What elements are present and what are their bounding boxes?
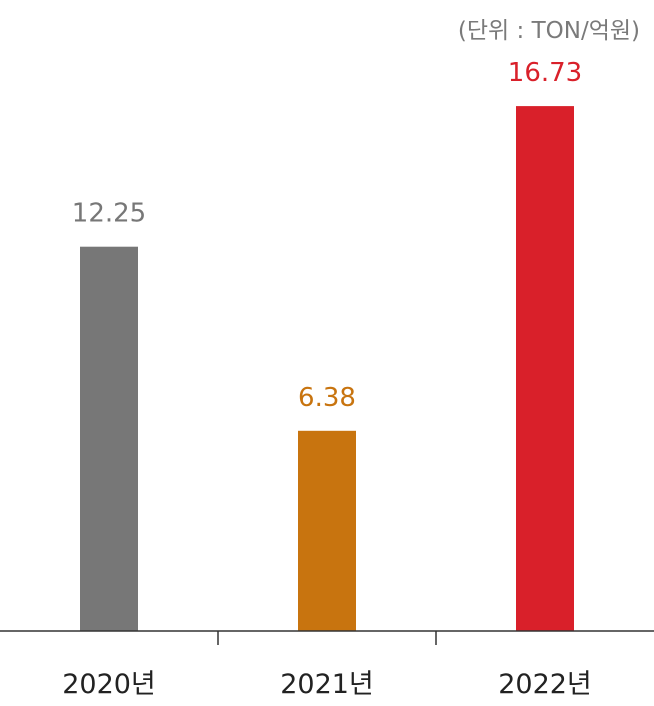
bar-1 bbox=[80, 246, 138, 631]
unit-note: (단위 : TON/억원) bbox=[458, 18, 640, 44]
x-tick-label-2: 2021년 bbox=[280, 669, 374, 700]
bar-3 bbox=[516, 106, 574, 632]
x-axis: 2020년 2021년 2022년 bbox=[0, 630, 654, 700]
data-label-3: 16.73 bbox=[508, 58, 582, 88]
bar-2 bbox=[298, 430, 356, 631]
x-tick-label-1: 2020년 bbox=[62, 669, 156, 700]
bars-layer: 12.25 6.38 16.73 bbox=[72, 58, 582, 632]
data-label-1: 12.25 bbox=[72, 199, 146, 229]
data-label-2: 6.38 bbox=[298, 383, 356, 413]
x-tick-label-3: 2022년 bbox=[498, 669, 592, 700]
